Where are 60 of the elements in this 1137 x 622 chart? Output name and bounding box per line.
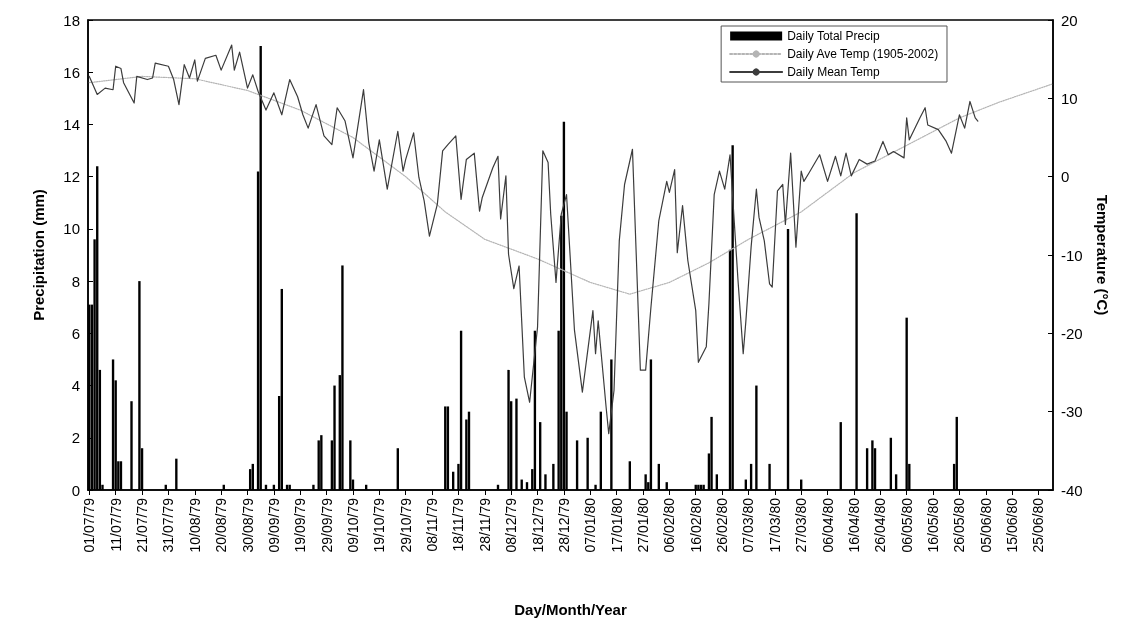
y2-axis-title: Temperature (°C)	[1094, 194, 1111, 316]
y-tick-label: 0	[71, 481, 80, 499]
y-tick-label: 2	[71, 429, 80, 447]
x-axis-title: Day/Month/Year	[514, 601, 627, 618]
y-tick-label: 14	[63, 115, 80, 133]
x-tick-label: 19/10/79	[371, 497, 388, 553]
x-tick-label: 01/07/79	[81, 497, 98, 553]
x-tick-label: 11/07/79	[107, 497, 124, 552]
x-tick-label: 25/06/80	[1030, 497, 1047, 553]
y2-tick-label: 0	[1061, 168, 1070, 186]
legend-label: Daily Mean Temp	[787, 65, 880, 79]
x-tick-label: 20/08/79	[213, 497, 230, 553]
y2-tick-label: 10	[1061, 89, 1078, 107]
x-tick-label: 26/05/80	[951, 497, 968, 553]
legend-label: Daily Ave Temp (1905-2002)	[787, 47, 939, 61]
x-tick-label: 06/04/80	[819, 497, 836, 553]
x-tick-label: 10/08/79	[186, 497, 203, 553]
x-tick-label: 16/05/80	[925, 497, 942, 553]
y-tick-label: 18	[63, 11, 80, 29]
x-tick-label: 29/10/79	[397, 497, 414, 553]
x-tick-label: 31/07/79	[160, 497, 177, 553]
y-tick-label: 6	[71, 324, 80, 342]
x-tick-label: 16/04/80	[845, 497, 862, 553]
x-tick-label: 30/08/79	[239, 497, 256, 553]
y2-tick-label: -40	[1061, 481, 1083, 499]
y2-tick-label: -10	[1061, 246, 1083, 264]
y-tick-label: 10	[63, 220, 80, 238]
x-tick-label: 19/09/79	[292, 497, 309, 553]
x-tick-label: 15/06/80	[1004, 497, 1021, 553]
x-tick-label: 09/10/79	[344, 497, 361, 553]
x-tick-label: 27/03/80	[793, 497, 810, 553]
y2-tick-label: 20	[1061, 11, 1078, 29]
x-tick-label: 29/09/79	[318, 497, 335, 553]
x-tick-label: 18/12/79	[529, 497, 546, 553]
y-tick-label: 8	[71, 272, 80, 290]
y2-tick-label: -30	[1061, 403, 1083, 421]
y-tick-label: 16	[63, 63, 80, 81]
x-tick-label: 05/06/80	[977, 497, 994, 553]
x-tick-label: 16/02/80	[687, 497, 704, 553]
x-tick-label: 26/02/80	[714, 497, 731, 553]
x-tick-label: 06/02/80	[661, 497, 678, 553]
y-tick-label: 12	[63, 168, 80, 186]
x-tick-label: 07/03/80	[740, 497, 757, 553]
x-tick-label: 17/03/80	[766, 497, 783, 553]
x-tick-label: 26/04/80	[872, 497, 889, 553]
x-tick-label: 08/12/79	[503, 497, 520, 553]
x-tick-label: 18/11/79	[450, 497, 467, 552]
x-tick-label: 08/11/79	[424, 497, 441, 552]
x-tick-label: 17/01/80	[608, 497, 625, 553]
x-tick-label: 27/01/80	[635, 497, 652, 553]
legend-label: Daily Total Precip	[787, 29, 880, 43]
x-tick-label: 28/11/79	[476, 497, 493, 552]
x-tick-label: 07/01/80	[582, 497, 599, 553]
x-tick-label: 06/05/80	[898, 497, 915, 553]
x-tick-label: 28/12/79	[555, 497, 572, 553]
x-tick-label: 09/09/79	[265, 497, 282, 553]
x-tick-label: 21/07/79	[134, 497, 151, 553]
y2-tick-label: -20	[1061, 324, 1083, 342]
y-axis-title: Precipitation (mm)	[30, 189, 47, 321]
y-tick-label: 4	[71, 377, 80, 395]
